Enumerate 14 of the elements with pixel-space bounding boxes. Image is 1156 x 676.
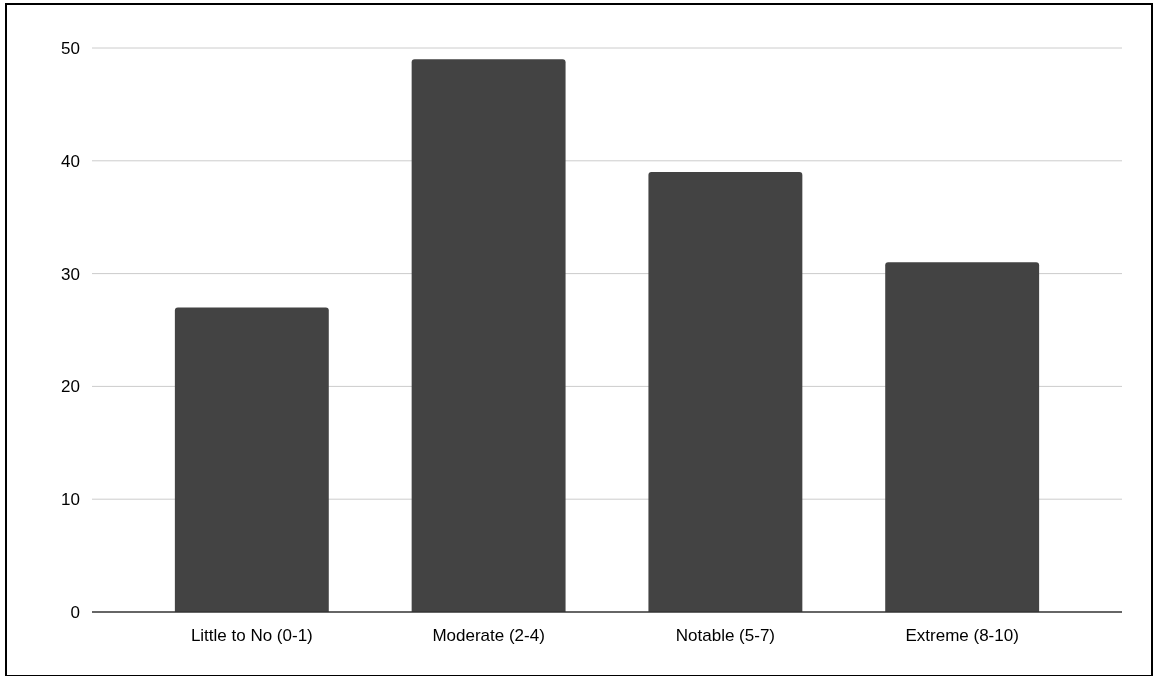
y-tick-label: 40 [61,151,80,171]
bar [648,172,803,612]
x-tick-label: Little to No (0-1) [190,626,313,645]
y-tick-label: 10 [61,490,80,510]
y-tick-label: 50 [61,38,80,58]
bar [411,59,566,612]
x-tick-label: Extreme (8-10) [905,626,1019,645]
y-tick-label: 30 [61,264,80,284]
bar [885,262,1040,612]
x-tick-label: Moderate (2-4) [432,626,545,645]
bar [174,307,329,612]
y-tick-label: 0 [70,602,80,622]
x-tick-label: Notable (5-7) [675,626,775,645]
y-tick-label: 20 [61,377,80,397]
